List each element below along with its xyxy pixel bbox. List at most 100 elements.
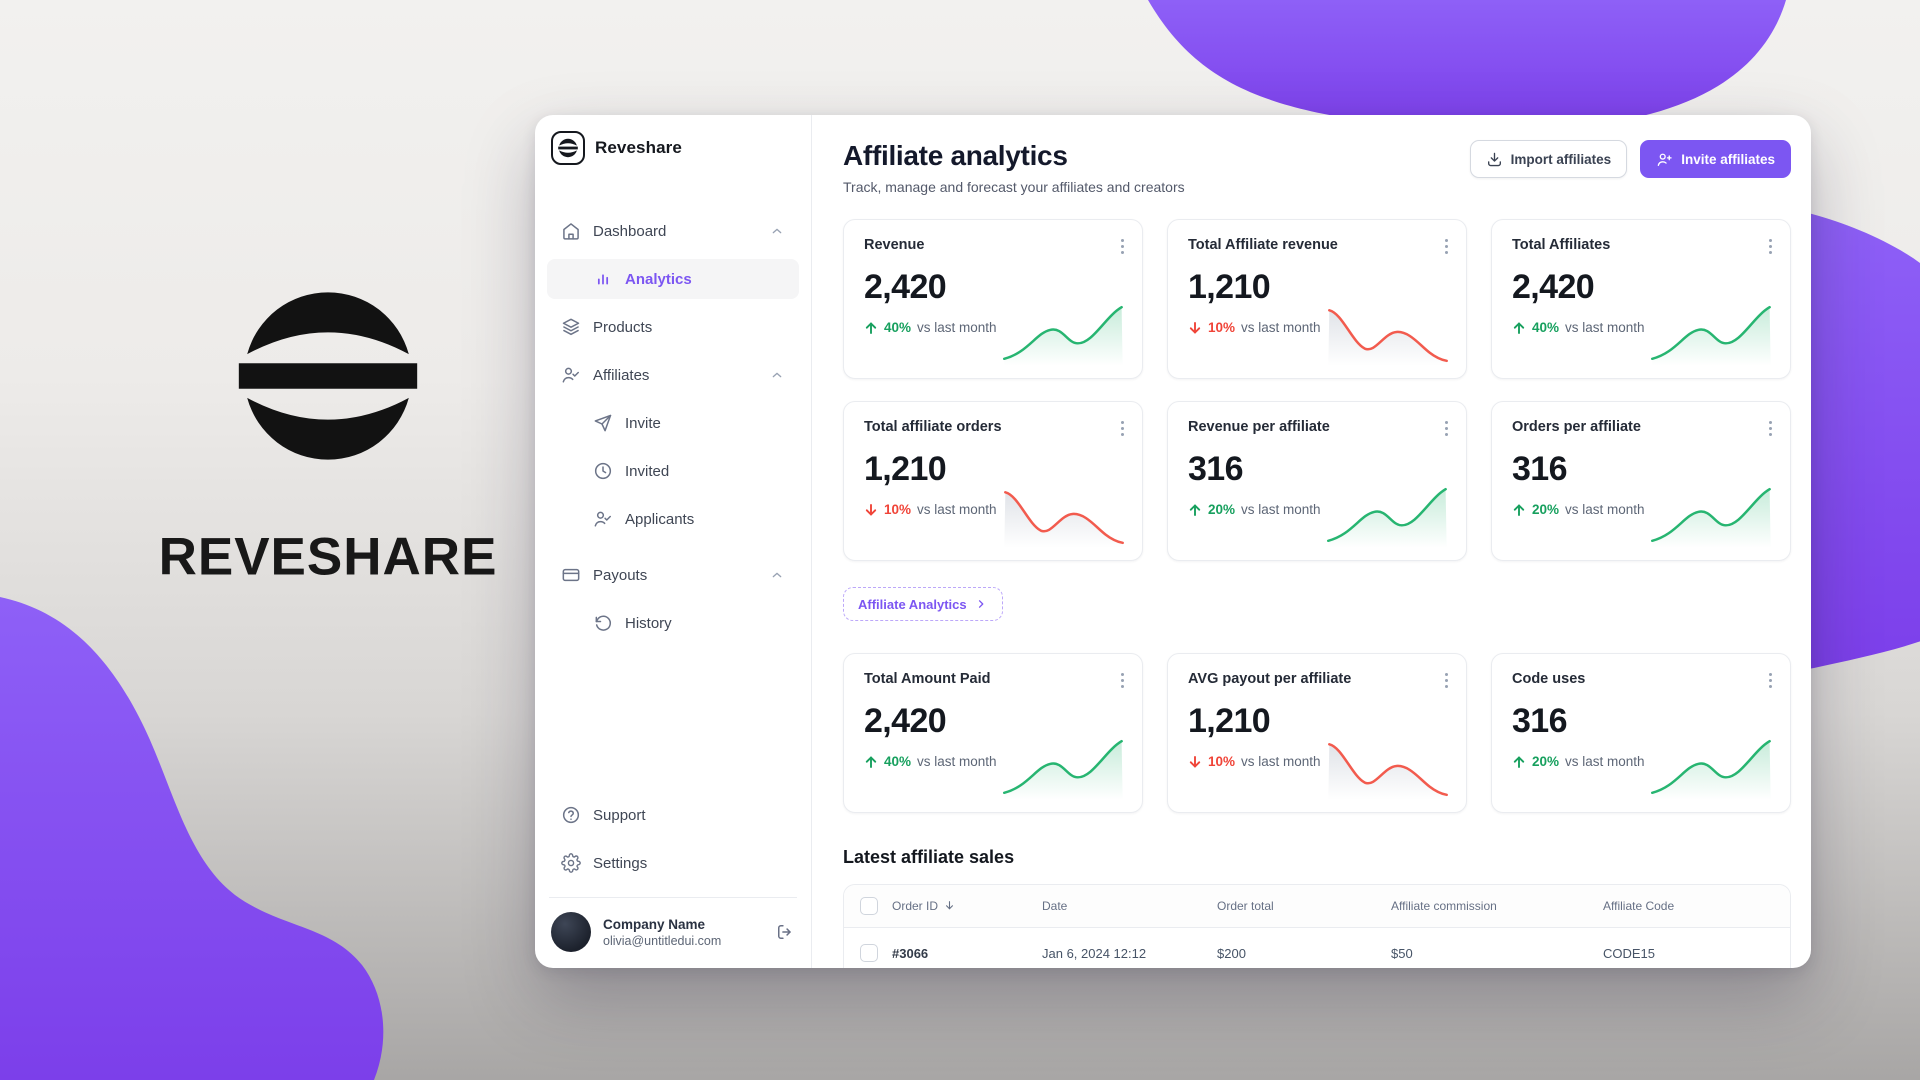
- card-menu-icon[interactable]: [1765, 235, 1776, 258]
- sidebar-item-support[interactable]: Support: [547, 795, 799, 835]
- page-title: Affiliate analytics: [843, 140, 1068, 171]
- sidebar-item-history[interactable]: History: [547, 603, 799, 643]
- stat-card-total-amount-paid: Total Amount Paid 2,420 40% vs last month: [843, 653, 1143, 813]
- trend-arrow-icon: [1512, 503, 1526, 517]
- row-checkbox[interactable]: [860, 944, 878, 963]
- sidebar-item-analytics[interactable]: Analytics: [547, 259, 799, 299]
- chevron-up-icon[interactable]: [769, 567, 785, 583]
- stat-card-code-uses: Code uses 316 20% vs last month: [1491, 653, 1791, 813]
- sidebar-item-applicants[interactable]: Applicants: [547, 499, 799, 539]
- sparkline-chart: [1328, 309, 1448, 366]
- history-icon: [593, 613, 613, 633]
- home-icon: [561, 221, 581, 241]
- column-affiliate-commission[interactable]: Affiliate commission: [1391, 885, 1603, 928]
- layers-icon: [561, 317, 581, 337]
- gear-icon: [561, 853, 581, 873]
- card-menu-icon[interactable]: [1765, 669, 1776, 692]
- import-affiliates-button[interactable]: Import affiliates: [1469, 140, 1628, 178]
- card-menu-icon[interactable]: [1765, 417, 1776, 440]
- sidebar-nav: Dashboard Analytics Products: [547, 211, 799, 651]
- page-header: Affiliate analytics Track, manage and fo…: [843, 140, 1791, 195]
- trend-arrow-icon: [864, 503, 878, 517]
- stat-card-revenue-per-affiliate: Revenue per affiliate 316 20% vs last mon…: [1167, 401, 1467, 561]
- trend-arrow-icon: [1188, 503, 1202, 517]
- app-logo-text: Reveshare: [595, 138, 682, 157]
- company-name: Company Name: [603, 916, 706, 932]
- user-plus-icon: [1657, 153, 1672, 166]
- sidebar: Reveshare Dashboard Analytics: [535, 115, 812, 968]
- page-subtitle: Track, manage and forecast your affiliat…: [843, 179, 1185, 195]
- trend-arrow-icon: [1188, 755, 1202, 769]
- trend-arrow-icon: [1512, 321, 1526, 335]
- reveshare-wordmark: REVESHARE: [158, 527, 498, 587]
- sidebar-footer: Support Settings Company Name olivia@unt…: [547, 795, 799, 956]
- trend-arrow-icon: [864, 755, 878, 769]
- column-order-id[interactable]: Order ID: [892, 885, 1042, 928]
- app-logo-icon: [551, 131, 585, 165]
- stat-card-avg-payout-per-affiliate: AVG payout per affiliate 1,210 10% vs las…: [1167, 653, 1467, 813]
- sidebar-item-affiliates[interactable]: Affiliates: [547, 355, 799, 395]
- logout-icon[interactable]: [775, 922, 795, 942]
- avatar: [551, 912, 591, 952]
- sparkline-chart: [1328, 743, 1448, 800]
- select-all-checkbox[interactable]: [860, 896, 878, 915]
- reveshare-logo-mark: [237, 285, 419, 467]
- sparkline-chart: [1650, 739, 1771, 800]
- affiliate-analytics-link-button[interactable]: Affiliate Analytics: [843, 587, 1003, 621]
- card-menu-icon[interactable]: [1117, 669, 1128, 692]
- table-row[interactable]: #3066 Jan 6, 2024 12:12 $200 $50 CODE15: [844, 927, 1790, 968]
- sparkline-chart: [1650, 487, 1771, 548]
- stat-card-orders-per-affiliate: Orders per affiliate 316 20% vs last mont…: [1491, 401, 1791, 561]
- card-menu-icon[interactable]: [1117, 235, 1128, 258]
- sparkline-chart: [1650, 305, 1771, 366]
- cell-date: Jan 6, 2024 12:12: [1042, 945, 1147, 961]
- help-circle-icon: [561, 805, 581, 825]
- trend-arrow-icon: [1512, 755, 1526, 769]
- sidebar-item-settings[interactable]: Settings: [547, 843, 799, 883]
- chevron-up-icon[interactable]: [769, 367, 785, 383]
- user-check-icon: [593, 509, 613, 529]
- sidebar-item-invited[interactable]: Invited: [547, 451, 799, 491]
- stat-cards-grid-row3: Total Amount Paid 2,420 40% vs last month…: [843, 653, 1791, 813]
- trend-arrow-icon: [1188, 321, 1202, 335]
- table-header-row: Order ID Date Order total Affiliate comm…: [844, 885, 1790, 928]
- trend-arrow-icon: [864, 321, 878, 335]
- stat-card-total-affiliate-revenue: Total Affiliate revenue 1,210 10% vs last…: [1167, 219, 1467, 379]
- send-icon: [593, 413, 613, 433]
- sparkline-chart: [1004, 491, 1124, 548]
- stat-cards-grid: Revenue 2,420 40% vs last month Total Aff…: [843, 219, 1791, 561]
- cell-commission: $50: [1391, 945, 1413, 961]
- app-logo: Reveshare: [547, 127, 799, 167]
- chevron-right-icon: [978, 600, 984, 608]
- affiliate-sales-table: Order ID Date Order total Affiliate comm…: [843, 884, 1791, 968]
- sort-desc-icon[interactable]: [943, 899, 956, 912]
- credit-card-icon: [561, 565, 581, 585]
- cell-order-total: $200: [1217, 945, 1246, 961]
- stat-card-revenue: Revenue 2,420 40% vs last month: [843, 219, 1143, 379]
- bar-chart-icon: [593, 269, 613, 289]
- sidebar-item-invite[interactable]: Invite: [547, 403, 799, 443]
- sidebar-item-dashboard[interactable]: Dashboard: [547, 211, 799, 251]
- user-check-icon: [561, 365, 581, 385]
- column-order-total[interactable]: Order total: [1217, 885, 1391, 928]
- invite-affiliates-button[interactable]: Invite affiliates: [1640, 140, 1791, 178]
- cell-code: CODE15: [1603, 945, 1656, 961]
- card-menu-icon[interactable]: [1441, 235, 1452, 258]
- column-date[interactable]: Date: [1042, 885, 1217, 928]
- sidebar-item-payouts[interactable]: Payouts: [547, 555, 799, 595]
- sidebar-item-products[interactable]: Products: [547, 307, 799, 347]
- column-affiliate-code[interactable]: Affiliate Code: [1603, 885, 1790, 928]
- account-card: Company Name olivia@untitledui.com: [547, 910, 799, 956]
- sparkline-chart: [1326, 487, 1447, 548]
- cell-order-id: #3066: [892, 945, 929, 961]
- account-email: olivia@untitledui.com: [603, 933, 722, 948]
- chevron-up-icon[interactable]: [769, 223, 785, 239]
- card-menu-icon[interactable]: [1117, 417, 1128, 440]
- stat-card-total-affiliates: Total Affiliates 2,420 40% vs last month: [1491, 219, 1791, 379]
- card-menu-icon[interactable]: [1441, 417, 1452, 440]
- clock-icon: [593, 461, 613, 481]
- latest-affiliate-sales-title: Latest affiliate sales: [843, 847, 1015, 867]
- divider: [549, 897, 797, 898]
- card-menu-icon[interactable]: [1441, 669, 1452, 692]
